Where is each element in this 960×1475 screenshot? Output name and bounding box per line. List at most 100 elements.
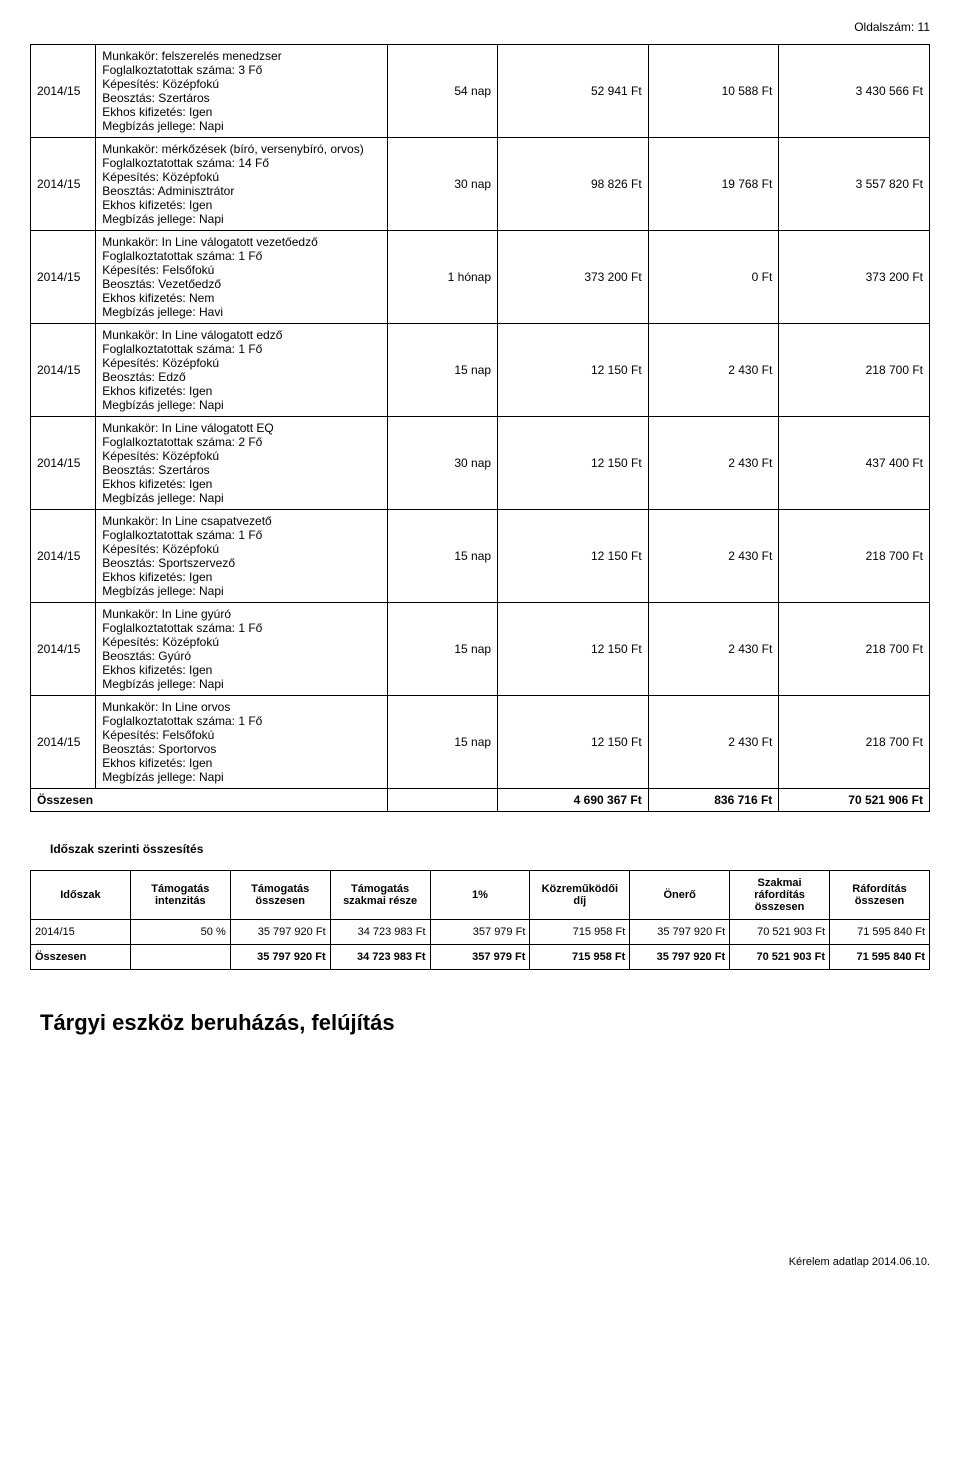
desc-line: Munkakör: In Line gyúró: [102, 607, 380, 621]
cell-value: 373 200 Ft: [498, 231, 649, 324]
desc-line: Megbízás jellege: Napi: [102, 677, 380, 691]
cell-description: Munkakör: In Line gyúróFoglalkoztatottak…: [96, 603, 387, 696]
table-row: 2014/15Munkakör: mérkőzések (bíró, verse…: [31, 138, 930, 231]
desc-line: Megbízás jellege: Napi: [102, 584, 380, 598]
table-row: 2014/15 Munkakör: felszerelés menedzserFo…: [31, 45, 930, 138]
totals-value: 4 690 367 Ft: [498, 789, 649, 812]
desc-line: Megbízás jellege: Napi: [102, 398, 380, 412]
desc-line: Ekhos kifizetés: Igen: [102, 570, 380, 584]
table-row: 2014/15Munkakör: In Line orvosFoglalkozt…: [31, 696, 930, 789]
summary-cell: 2014/15: [31, 920, 131, 945]
summary-table: IdőszakTámogatás intenzitásTámogatás öss…: [30, 870, 930, 970]
summary-total-cell: Összesen: [31, 945, 131, 970]
desc-line: Beosztás: Szertáros: [102, 463, 380, 477]
summary-total-cell: 34 723 983 Ft: [330, 945, 430, 970]
desc-line: Képesítés: Felsőfokú: [102, 728, 380, 742]
cell-description: Munkakör: In Line válogatott edzőFoglalk…: [96, 324, 387, 417]
cell-year: 2014/15: [31, 603, 96, 696]
table-row: 2014/15Munkakör: In Line gyúróFoglalkozt…: [31, 603, 930, 696]
desc-line: Beosztás: Edző: [102, 370, 380, 384]
cell-value: 98 826 Ft: [498, 138, 649, 231]
summary-header-cell: Önerő: [630, 871, 730, 920]
summary-total-cell: [130, 945, 230, 970]
cell-value: 12 150 Ft: [498, 696, 649, 789]
summary-header-cell: Szakmai ráfordítás összesen: [730, 871, 830, 920]
desc-line: Megbízás jellege: Napi: [102, 770, 380, 784]
desc-line: Képesítés: Középfokú: [102, 635, 380, 649]
cell-description: Munkakör: mérkőzések (bíró, versenybíró,…: [96, 138, 387, 231]
summary-cell: 35 797 920 Ft: [630, 920, 730, 945]
summary-title: Időszak szerinti összesítés: [50, 842, 930, 856]
summary-total-row: Összesen35 797 920 Ft34 723 983 Ft357 97…: [31, 945, 930, 970]
desc-line: Képesítés: Középfokú: [102, 356, 380, 370]
summary-total-cell: 35 797 920 Ft: [230, 945, 330, 970]
totals-label: Összesen: [31, 789, 388, 812]
cell-value: 2 430 Ft: [648, 603, 779, 696]
cell-value: 218 700 Ft: [779, 324, 930, 417]
section-heading: Tárgyi eszköz beruházás, felújítás: [40, 1010, 930, 1036]
summary-total-cell: 71 595 840 Ft: [830, 945, 930, 970]
cell-value: 15 nap: [387, 696, 497, 789]
cell-year: 2014/15: [31, 45, 96, 138]
cell-value: 2 430 Ft: [648, 417, 779, 510]
cell-value: 10 588 Ft: [648, 45, 779, 138]
desc-line: Munkakör: felszerelés menedzser: [102, 49, 380, 63]
cell-value: 2 430 Ft: [648, 324, 779, 417]
cell-year: 2014/15: [31, 696, 96, 789]
cell-value: 12 150 Ft: [498, 417, 649, 510]
desc-line: Ekhos kifizetés: Igen: [102, 384, 380, 398]
desc-line: Beosztás: Gyúró: [102, 649, 380, 663]
desc-line: Megbízás jellege: Napi: [102, 491, 380, 505]
cell-value: 373 200 Ft: [779, 231, 930, 324]
cell-value: 15 nap: [387, 324, 497, 417]
cell-value: 3 430 566 Ft: [779, 45, 930, 138]
desc-line: Foglalkoztatottak száma: 2 Fő: [102, 435, 380, 449]
desc-line: Munkakör: In Line orvos: [102, 700, 380, 714]
cell-value: 2 430 Ft: [648, 510, 779, 603]
desc-line: Megbízás jellege: Napi: [102, 119, 380, 133]
desc-line: Ekhos kifizetés: Igen: [102, 198, 380, 212]
summary-total-cell: 715 958 Ft: [530, 945, 630, 970]
summary-cell: 71 595 840 Ft: [830, 920, 930, 945]
summary-total-cell: 35 797 920 Ft: [630, 945, 730, 970]
cell-year: 2014/15: [31, 324, 96, 417]
desc-line: Ekhos kifizetés: Igen: [102, 756, 380, 770]
cell-value: 2 430 Ft: [648, 696, 779, 789]
desc-line: Beosztás: Adminisztrátor: [102, 184, 380, 198]
summary-cell: 50 %: [130, 920, 230, 945]
desc-line: Munkakör: In Line válogatott edző: [102, 328, 380, 342]
cell-value: 3 557 820 Ft: [779, 138, 930, 231]
desc-line: Megbízás jellege: Napi: [102, 212, 380, 226]
cell-description: Munkakör: In Line orvosFoglalkoztatottak…: [96, 696, 387, 789]
desc-line: Képesítés: Középfokú: [102, 77, 380, 91]
totals-row: Összesen 4 690 367 Ft836 716 Ft70 521 906…: [31, 789, 930, 812]
cell-value: 218 700 Ft: [779, 603, 930, 696]
desc-line: Foglalkoztatottak száma: 1 Fő: [102, 714, 380, 728]
cell-description: Munkakör: In Line csapatvezetőFoglalkozt…: [96, 510, 387, 603]
desc-line: Beosztás: Sportorvos: [102, 742, 380, 756]
summary-cell: 70 521 903 Ft: [730, 920, 830, 945]
cell-value: 15 nap: [387, 603, 497, 696]
totals-value: 836 716 Ft: [648, 789, 779, 812]
table-row: 2014/15Munkakör: In Line válogatott veze…: [31, 231, 930, 324]
desc-line: Ekhos kifizetés: Igen: [102, 477, 380, 491]
summary-total-cell: 357 979 Ft: [430, 945, 530, 970]
table-row: 2014/15Munkakör: In Line csapatvezetőFog…: [31, 510, 930, 603]
totals-value: 70 521 906 Ft: [779, 789, 930, 812]
totals-blank: [387, 789, 497, 812]
desc-line: Foglalkoztatottak száma: 3 Fő: [102, 63, 380, 77]
desc-line: Megbízás jellege: Havi: [102, 305, 380, 319]
desc-line: Ekhos kifizetés: Nem: [102, 291, 380, 305]
cell-value: 12 150 Ft: [498, 510, 649, 603]
cell-year: 2014/15: [31, 138, 96, 231]
footer-text: Kérelem adatlap 2014.06.10.: [30, 1256, 930, 1268]
desc-line: Foglalkoztatottak száma: 1 Fő: [102, 528, 380, 542]
cell-year: 2014/15: [31, 510, 96, 603]
summary-header-cell: Támogatás szakmai része: [330, 871, 430, 920]
desc-line: Beosztás: Vezetőedző: [102, 277, 380, 291]
cell-value: 12 150 Ft: [498, 324, 649, 417]
summary-header-cell: Időszak: [31, 871, 131, 920]
desc-line: Ekhos kifizetés: Igen: [102, 105, 380, 119]
desc-line: Munkakör: In Line csapatvezető: [102, 514, 380, 528]
cell-year: 2014/15: [31, 417, 96, 510]
